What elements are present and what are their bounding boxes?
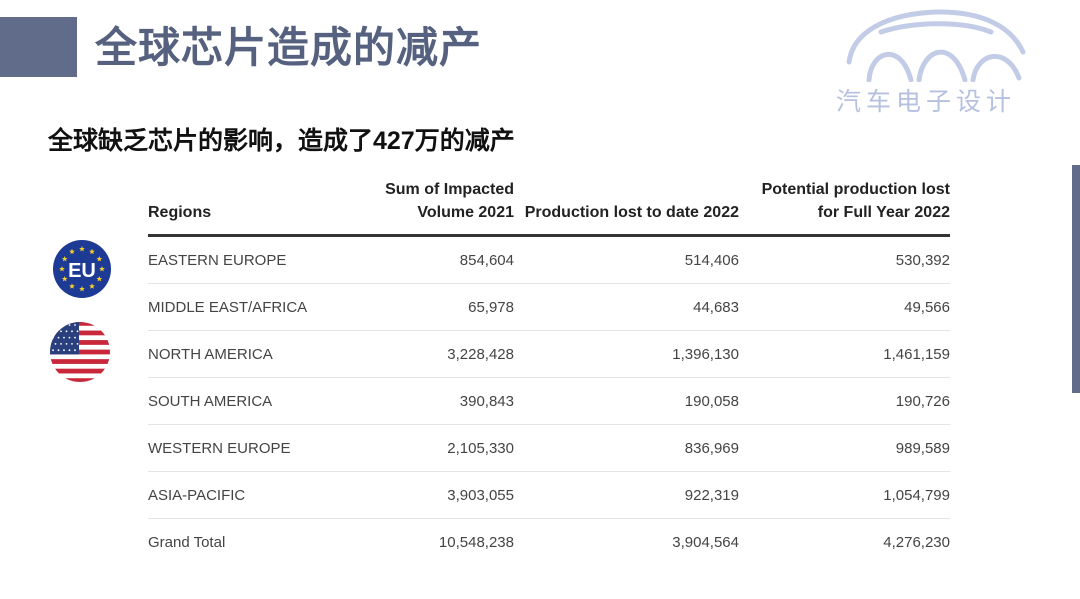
table-header-row: Regions Sum of Impacted Volume 2021 Prod… — [148, 178, 950, 237]
eu-star-icon — [61, 256, 68, 262]
cell-lost-to-date-2022: 922,319 — [514, 471, 739, 519]
cell-impacted-2021: 2,105,330 — [328, 424, 514, 472]
slide-subtitle: 全球缺乏芯片的影响，造成了427万的减产 — [48, 127, 515, 155]
cell-lost-to-date-2022: 190,058 — [514, 377, 739, 425]
cell-potential-full-year-2022: 1,461,159 — [739, 330, 950, 378]
eu-star-icon — [96, 276, 103, 282]
eu-star-icon — [61, 276, 68, 282]
cell-impacted-2021: 65,978 — [328, 283, 514, 331]
eu-star-icon — [96, 256, 103, 262]
table-row: NORTH AMERICA 3,228,428 1,396,130 1,461,159 — [148, 330, 950, 378]
cell-region: EASTERN EUROPE — [148, 235, 328, 284]
table-row: EASTERN EUROPE 854,604 514,406 530,392 — [148, 235, 950, 284]
cell-lost-to-date-2022: 44,683 — [514, 283, 739, 331]
cell-potential-full-year-2022: 989,589 — [739, 424, 950, 472]
cell-potential-full-year-2022: 530,392 — [739, 235, 950, 284]
cell-impacted-2021: 854,604 — [328, 235, 514, 284]
car-logo-icon — [846, 9, 1026, 82]
production-loss-table: Regions Sum of Impacted Volume 2021 Prod… — [148, 178, 950, 565]
table-row: WESTERN EUROPE 2,105,330 836,969 989,589 — [148, 424, 950, 472]
header-impacted-2021: Sum of Impacted Volume 2021 — [328, 178, 514, 237]
cell-region: MIDDLE EAST/AFRICA — [148, 283, 328, 331]
eu-star-icon — [69, 283, 75, 289]
cell-lost-to-date-2022: 836,969 — [514, 424, 739, 472]
cell-potential-full-year-2022: 1,054,799 — [739, 471, 950, 519]
cell-potential-full-year-2022: 190,726 — [739, 377, 950, 425]
header-regions: Regions — [148, 178, 328, 237]
eu-star-icon — [79, 246, 85, 252]
eu-star-icon — [99, 266, 105, 272]
cell-impacted-2021: 3,903,055 — [328, 471, 514, 519]
brand-logo: 汽车电子设计 — [836, 2, 1036, 116]
cell-region: ASIA-PACIFIC — [148, 471, 328, 519]
cell-impacted-2021: 390,843 — [328, 377, 514, 425]
cell-region: NORTH AMERICA — [148, 330, 328, 378]
table-row: ASIA-PACIFIC 3,903,055 922,319 1,054,799 — [148, 471, 950, 519]
cell-region: WESTERN EUROPE — [148, 424, 328, 472]
eu-star-icon — [89, 248, 95, 255]
us-flag-icon — [50, 322, 110, 382]
cell-lost-to-date-2022: 1,396,130 — [514, 330, 739, 378]
table-row: Grand Total 10,548,238 3,904,564 4,276,230 — [148, 519, 950, 566]
logo-text: 汽车电子设计 — [836, 88, 1017, 116]
cell-region: Grand Total — [148, 533, 226, 551]
table-row: MIDDLE EAST/AFRICA 65,978 44,683 49,566 — [148, 283, 950, 331]
cell-lost-to-date-2022: 514,406 — [514, 235, 739, 284]
header-potential-full-year-2022: Potential production lost for Full Year … — [739, 178, 950, 237]
eu-star-icon — [79, 286, 85, 292]
eu-star-icon — [89, 283, 95, 289]
cell-lost-to-date-2022: 3,904,564 — [672, 533, 739, 551]
cell-potential-full-year-2022: 4,276,230 — [883, 533, 950, 551]
eu-flag-icon: EU — [53, 240, 111, 298]
table-row: SOUTH AMERICA 390,843 190,058 190,726 — [148, 377, 950, 425]
eu-flag-label: EU — [68, 260, 96, 282]
cell-impacted-2021: 3,228,428 — [328, 330, 514, 378]
header-lost-to-date-2022: Production lost to date 2022 — [514, 178, 739, 237]
slide-title: 全球芯片造成的减产 — [95, 24, 483, 71]
eu-star-icon — [69, 248, 75, 255]
cell-region: SOUTH AMERICA — [148, 377, 328, 425]
right-accent-bar — [1072, 165, 1080, 393]
cell-potential-full-year-2022: 49,566 — [739, 283, 950, 331]
eu-star-icon — [59, 266, 65, 272]
cell-impacted-2021: 10,548,238 — [438, 533, 514, 551]
title-accent-bar — [0, 17, 77, 77]
